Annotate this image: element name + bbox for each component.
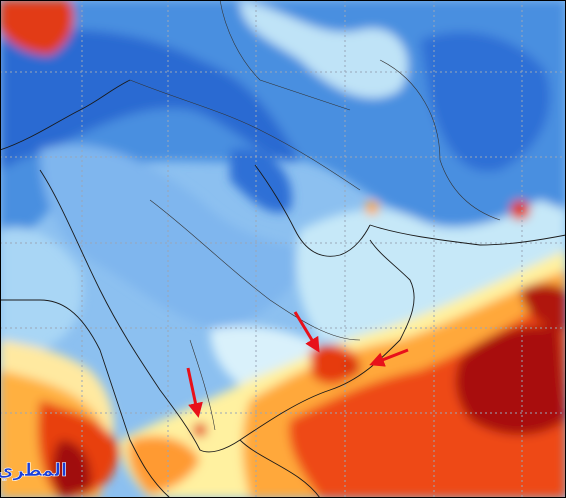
dark-blue-area — [420, 31, 550, 172]
border — [149, 199, 361, 341]
coastline — [369, 224, 566, 246]
watermark: المطري — [0, 460, 67, 481]
hot-spot — [193, 423, 207, 437]
dark-red-area — [455, 326, 566, 435]
border — [219, 0, 351, 111]
arrow — [293, 311, 320, 353]
red-area — [0, 0, 74, 55]
dark-red-area — [52, 440, 91, 498]
hot-spot — [344, 360, 360, 376]
arrow — [186, 367, 203, 418]
orange-area — [128, 436, 200, 495]
arrow — [369, 348, 409, 367]
light-blue-area — [40, 144, 310, 330]
pale-blue-area — [0, 227, 83, 355]
pale-blue-area — [210, 325, 320, 385]
border — [129, 79, 361, 191]
pale-blue-area — [240, 0, 408, 99]
dark-red-area — [520, 284, 566, 330]
coastline — [0, 299, 171, 498]
annotation-arrows — [186, 311, 409, 418]
coastline — [39, 169, 415, 453]
dark-blue-area — [0, 29, 300, 170]
hot-spot — [365, 201, 379, 215]
coastline — [239, 439, 321, 498]
hot-spot — [510, 200, 530, 220]
coastline — [254, 164, 371, 257]
border — [379, 59, 501, 221]
coastline — [0, 79, 131, 151]
border — [189, 339, 216, 431]
